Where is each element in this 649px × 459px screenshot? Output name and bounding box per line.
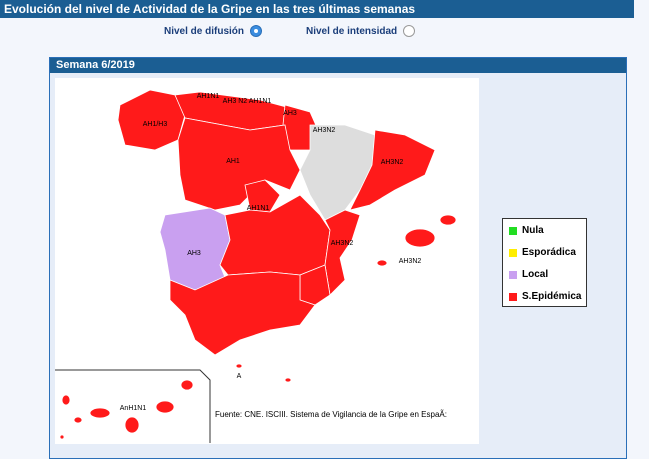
region-label: AH3 — [187, 250, 201, 257]
region-label: AH3 — [283, 110, 297, 117]
radio-button[interactable] — [403, 25, 416, 37]
legend-swatch — [509, 292, 517, 301]
legend-label: Esporádica — [522, 247, 576, 258]
panel: Semana 6/2019 AH1N1 AH3 N2 AH1N1 AH3 AH3N2 A… — [49, 57, 627, 459]
legend: Nula Esporádica Local S.Epidémica — [502, 218, 587, 307]
radio-option[interactable]: Nivel de intensidad — [306, 25, 416, 37]
header-title: Evolución del nivel de Actividad de la G… — [0, 0, 634, 18]
region-label: A — [237, 373, 242, 380]
legend-swatch — [509, 226, 517, 235]
legend-item: S.Epidémica — [509, 291, 581, 302]
legend-swatch — [509, 270, 517, 279]
region-label: AH3N2 — [313, 127, 336, 134]
region-label: AH3N2 — [331, 240, 354, 247]
radio-button[interactable] — [250, 25, 263, 37]
region-label: AnH1N1 — [120, 405, 147, 412]
options: Nivel de difusión Nivel de intensidad — [0, 22, 649, 40]
legend-label: S.Epidémica — [522, 291, 582, 302]
legend-item: Local — [509, 269, 548, 280]
region-label: AH3N2 — [399, 258, 422, 265]
region-label: AH1N1 — [197, 93, 220, 100]
region-label: AH3N2 — [381, 159, 404, 166]
legend-swatch — [509, 248, 517, 257]
radio-label: Nivel de intensidad — [306, 25, 398, 37]
legend-label: Nula — [522, 225, 544, 236]
radio-label: Nivel de difusión — [164, 25, 245, 37]
legend-item: Nula — [509, 225, 544, 236]
region-label: AH1N1 — [247, 205, 270, 212]
region-label: AH1 — [226, 158, 240, 165]
panel-title: Semana 6/2019 — [50, 58, 626, 73]
legend-item: Esporádica — [509, 247, 576, 258]
region-label: AH1/H3 — [143, 121, 168, 128]
radio-option[interactable]: Nivel de difusión — [164, 25, 263, 37]
source-note: Fuente: CNE. ISCIII. Sistema de Vigilanc… — [215, 410, 447, 419]
legend-label: Local — [522, 269, 549, 280]
region-label: AH3 N2 AH1N1 — [223, 98, 272, 105]
